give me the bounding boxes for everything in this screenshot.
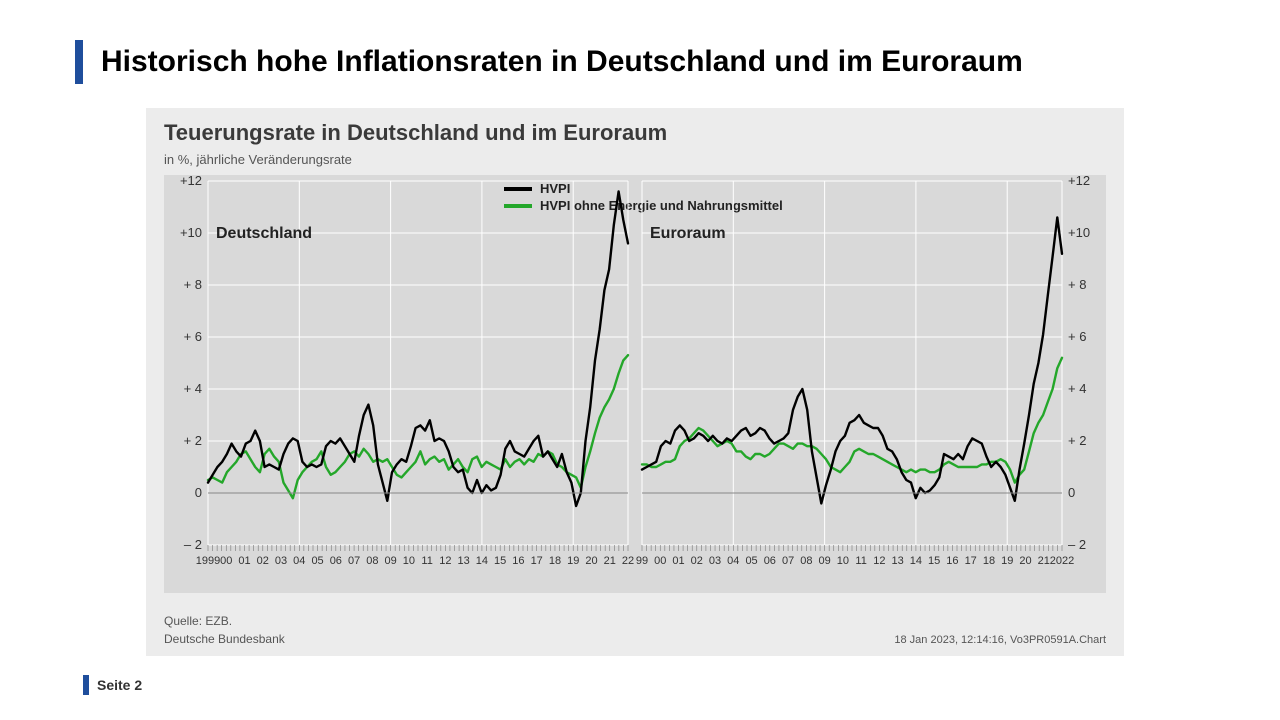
x-tick: 02 [691, 555, 703, 567]
x-tick: 15 [928, 555, 940, 567]
chart-title: Teuerungsrate in Deutschland und im Euro… [164, 120, 1106, 146]
x-tick: 21 [1038, 555, 1050, 567]
x-tick: 08 [800, 555, 812, 567]
page-number: Seite 2 [97, 677, 142, 693]
y-tick-left: 0 [166, 485, 202, 500]
y-tick-left: – 2 [166, 537, 202, 552]
y-tick-right: + 8 [1068, 277, 1104, 292]
x-tick: 01 [238, 555, 250, 567]
chart-header: Teuerungsrate in Deutschland und im Euro… [146, 108, 1124, 167]
x-tick: 19 [1001, 555, 1013, 567]
x-tick: 99 [636, 555, 648, 567]
x-tick: 18 [983, 555, 995, 567]
page-title: Historisch hohe Inflationsraten in Deuts… [101, 45, 1023, 79]
x-tick: 04 [293, 555, 305, 567]
chart-timestamp: 18 Jan 2023, 12:14:16, Vo3PR0591A.Chart [894, 632, 1106, 649]
x-tick: 10 [403, 555, 415, 567]
x-tick: 06 [764, 555, 776, 567]
x-tick: 2022 [1050, 555, 1074, 567]
x-tick: 11 [855, 555, 866, 567]
x-tick: 04 [727, 555, 739, 567]
x-tick: 20 [1019, 555, 1031, 567]
page-title-bar: Historisch hohe Inflationsraten in Deuts… [75, 40, 1023, 84]
chart-plot-area: HVPI HVPI ohne Energie und Nahrungsmitte… [164, 175, 1106, 593]
x-tick: 02 [257, 555, 269, 567]
x-tick: 12 [873, 555, 885, 567]
y-tick-right: + 2 [1068, 433, 1104, 448]
chart-subtitle: in %, jährliche Veränderungsrate [164, 152, 1106, 167]
x-tick: 09 [818, 555, 830, 567]
x-tick: 17 [965, 555, 977, 567]
y-tick-left: + 8 [166, 277, 202, 292]
x-tick: 12 [439, 555, 451, 567]
x-tick: 14 [910, 555, 922, 567]
x-tick: 22 [622, 555, 634, 567]
x-tick: 15 [494, 555, 506, 567]
x-tick: 07 [782, 555, 794, 567]
y-tick-right: +12 [1068, 173, 1104, 188]
panel-label: Deutschland [216, 225, 312, 243]
chart-card: Teuerungsrate in Deutschland und im Euro… [146, 108, 1124, 656]
chart-source-1: Quelle: EZB. [164, 612, 1106, 630]
y-tick-left: +12 [166, 173, 202, 188]
y-tick-right: 0 [1068, 485, 1104, 500]
page-footer: Seite 2 [83, 675, 142, 695]
y-tick-right: – 2 [1068, 537, 1104, 552]
x-tick: 16 [512, 555, 524, 567]
page-accent [83, 675, 89, 695]
x-tick: 00 [654, 555, 666, 567]
panel-label: Euroraum [650, 225, 726, 243]
x-tick: 16 [946, 555, 958, 567]
x-tick: 00 [220, 555, 232, 567]
x-tick: 05 [311, 555, 323, 567]
y-tick-right: + 4 [1068, 381, 1104, 396]
x-tick: 19 [567, 555, 579, 567]
y-tick-left: + 4 [166, 381, 202, 396]
x-tick: 07 [348, 555, 360, 567]
x-tick: 20 [585, 555, 597, 567]
x-tick: 18 [549, 555, 561, 567]
x-tick: 21 [604, 555, 616, 567]
chart-footer: Quelle: EZB. Deutsche Bundesbank 18 Jan … [164, 612, 1106, 648]
y-tick-right: + 6 [1068, 329, 1104, 344]
x-tick: 17 [531, 555, 543, 567]
x-tick: 11 [421, 555, 432, 567]
x-tick: 06 [330, 555, 342, 567]
x-tick: 03 [275, 555, 287, 567]
x-tick: 05 [745, 555, 757, 567]
x-tick: 10 [837, 555, 849, 567]
x-tick: 08 [366, 555, 378, 567]
x-tick: 14 [476, 555, 488, 567]
y-tick-right: +10 [1068, 225, 1104, 240]
x-tick: 03 [709, 555, 721, 567]
x-tick: 13 [458, 555, 470, 567]
x-tick: 1999 [196, 555, 220, 567]
y-tick-left: +10 [166, 225, 202, 240]
x-tick: 01 [672, 555, 684, 567]
x-tick: 09 [384, 555, 396, 567]
y-tick-left: + 6 [166, 329, 202, 344]
x-tick: 13 [892, 555, 904, 567]
y-tick-left: + 2 [166, 433, 202, 448]
title-accent [75, 40, 83, 84]
